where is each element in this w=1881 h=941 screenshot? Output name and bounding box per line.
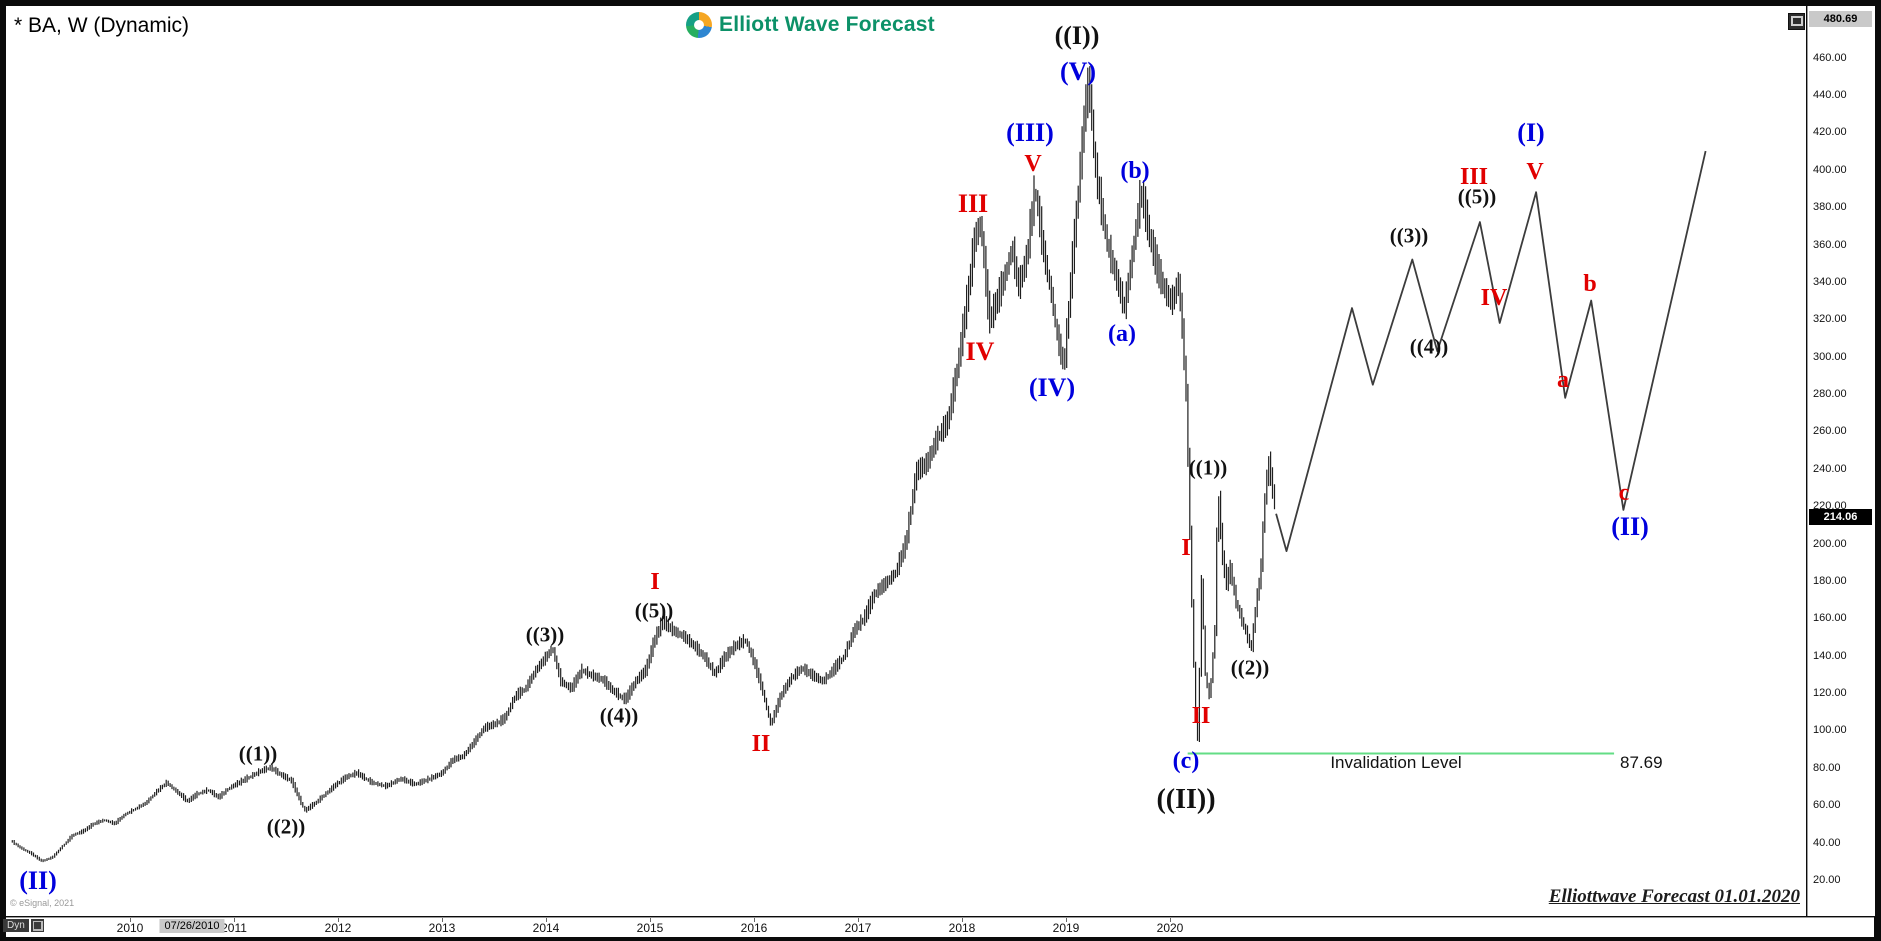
- year-label: 2014: [532, 921, 560, 935]
- wave-label: (V): [1059, 57, 1097, 86]
- year-tick: [130, 918, 131, 922]
- price-axis-label: 180.00: [1813, 574, 1847, 587]
- price-axis-label: 460.00: [1813, 51, 1847, 64]
- price-axis-label: 360.00: [1813, 238, 1847, 251]
- dyn-mode-badge[interactable]: Dyn: [3, 919, 44, 932]
- price-axis-label: 120.00: [1813, 687, 1847, 700]
- price-axis-label: 380.00: [1813, 201, 1847, 214]
- price-axis-label: 340.00: [1813, 275, 1847, 288]
- invalidation-level-value: 87.69: [1620, 753, 1663, 772]
- wave-label: ((4)): [599, 703, 639, 728]
- price-axis[interactable]: 460.00 440.00 420.00 400.00 380.00 360.00 340.…: [1807, 6, 1875, 916]
- watermark-text: Elliottwave Forecast 01.01.2020: [1548, 886, 1800, 907]
- wave-label: (a): [1108, 321, 1136, 347]
- year-label: 2018: [948, 921, 976, 935]
- wave-label: ((5)): [634, 598, 674, 623]
- year-label: 2017: [844, 921, 872, 935]
- symbol-title: * BA, W (Dynamic): [14, 14, 190, 37]
- dyn-label: Dyn: [3, 919, 29, 932]
- year-tick: [1170, 918, 1171, 922]
- price-axis-label: 240.00: [1813, 462, 1847, 475]
- price-axis-label: 280.00: [1813, 388, 1847, 401]
- wave-label: ((I)): [1054, 21, 1100, 50]
- price-axis-label: 400.00: [1813, 163, 1847, 176]
- year-tick: [650, 918, 651, 922]
- wave-label: IV: [1480, 285, 1508, 311]
- year-label: 2015: [636, 921, 664, 935]
- wave-label: (III): [1006, 118, 1054, 147]
- year-tick: [754, 918, 755, 922]
- year-label: 2010: [116, 921, 144, 935]
- price-axis-label: 80.00: [1813, 761, 1841, 774]
- wave-label: ((5)): [1457, 184, 1497, 209]
- wave-label: II: [1191, 703, 1211, 729]
- wave-label: ((3)): [1389, 223, 1429, 248]
- wave-label: (I): [1517, 118, 1545, 147]
- wave-label: (II): [19, 866, 57, 895]
- price-axis-label: 200.00: [1813, 537, 1847, 550]
- wave-label: ((3)): [525, 622, 565, 647]
- time-axis[interactable]: 2010 2011 2012 2013 2014 2015 2016 2017 2018 2019…: [6, 917, 1874, 937]
- wave-label: ((II)): [1156, 784, 1216, 815]
- wave-label: b: [1583, 271, 1597, 297]
- high-price-badge: 480.69: [1809, 10, 1872, 27]
- year-tick: [962, 918, 963, 922]
- wave-label: ((1)): [238, 741, 278, 766]
- wave-label: (IV): [1028, 373, 1076, 402]
- wave-label: ((2)): [1230, 655, 1270, 680]
- year-label: 2011: [221, 921, 247, 935]
- year-label: 2020: [1156, 921, 1184, 935]
- year-tick: [858, 918, 859, 922]
- year-tick: [546, 918, 547, 922]
- first-bar-date-badge: 07/26/2010: [159, 919, 225, 933]
- year-label: 2019: [1052, 921, 1080, 935]
- price-axis-label: 300.00: [1813, 350, 1847, 363]
- wave-label: IV: [965, 337, 995, 366]
- wave-label: V: [1526, 159, 1544, 185]
- price-axis-label: 420.00: [1813, 126, 1847, 139]
- wave-label: I: [1181, 535, 1191, 561]
- grid-icon: [30, 919, 44, 932]
- year-tick: [442, 918, 443, 922]
- year-label: 2013: [428, 921, 456, 935]
- invalidation-level-label: Invalidation Level: [1330, 753, 1462, 772]
- elliott-wave-forecast-logo: Elliott Wave Forecast: [686, 12, 935, 38]
- price-axis-label: 320.00: [1813, 313, 1847, 326]
- price-axis-label: 220.00: [1813, 500, 1847, 513]
- year-tick: [234, 918, 235, 922]
- wave-label: ((1)): [1188, 455, 1228, 480]
- price-axis-label: 100.00: [1813, 724, 1847, 737]
- wave-label: (b): [1120, 158, 1150, 184]
- price-axis-label: 20.00: [1813, 874, 1841, 886]
- window-restore-icon[interactable]: [1788, 13, 1805, 30]
- price-axis-label: 140.00: [1813, 649, 1847, 662]
- wave-label: a: [1557, 367, 1569, 393]
- price-axis-label: 40.00: [1813, 836, 1841, 849]
- wave-label: ((2)): [266, 814, 306, 839]
- year-tick: [338, 918, 339, 922]
- wave-label: (c): [1172, 748, 1200, 774]
- wave-label: II: [751, 731, 771, 757]
- price-axis-label: 60.00: [1813, 799, 1841, 812]
- elliott-wave-forecast-logo-icon: [686, 12, 712, 38]
- price-axis-label: 440.00: [1813, 89, 1847, 102]
- wave-label: (II): [1611, 512, 1649, 541]
- price-axis-label: 160.00: [1813, 612, 1847, 625]
- wave-label: ((4)): [1409, 334, 1449, 359]
- wave-label: III: [1459, 164, 1489, 190]
- year-label: 2012: [324, 921, 352, 935]
- wave-label: I: [650, 569, 660, 595]
- wave-label: V: [1024, 151, 1042, 177]
- price-axis-label: 260.00: [1813, 425, 1847, 438]
- esignal-copyright: © eSignal, 2021: [10, 898, 75, 908]
- year-label: 2016: [740, 921, 768, 935]
- wave-label: III: [957, 189, 989, 218]
- elliott-wave-forecast-logo-text: Elliott Wave Forecast: [719, 13, 935, 36]
- wave-label: c: [1618, 480, 1630, 506]
- current-price-badge: 214.06: [1809, 509, 1872, 526]
- year-tick: [1066, 918, 1067, 922]
